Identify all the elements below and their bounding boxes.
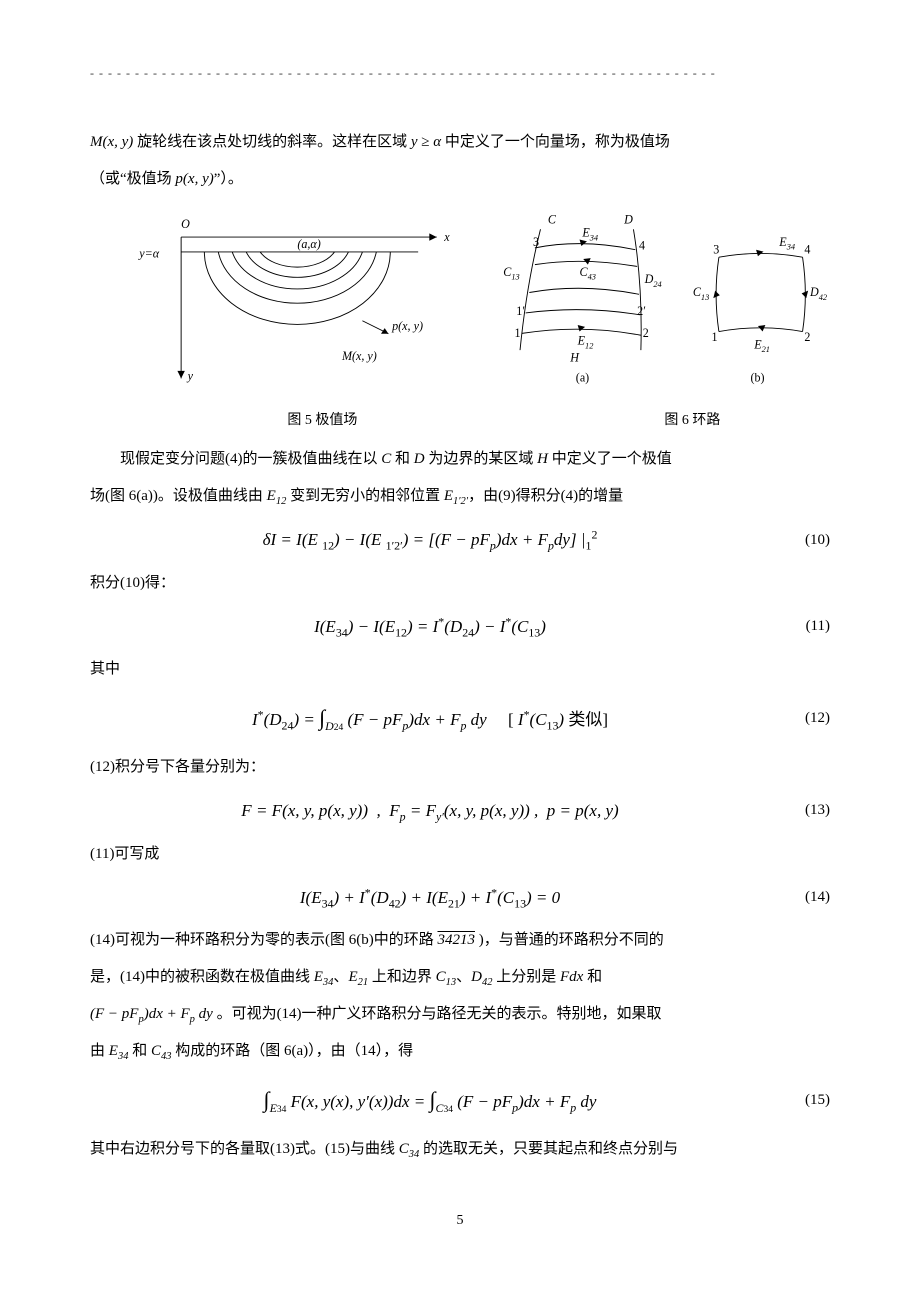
para-2: （或“极值场 p(x, y)”）。 <box>90 163 830 196</box>
svg-text:O: O <box>181 217 190 231</box>
svg-text:E34: E34 <box>778 235 795 252</box>
svg-text:E21: E21 <box>753 338 770 355</box>
header-rule: - - - - - - - - - - - - - - - - - - - - … <box>90 60 830 86</box>
figure-5: O x y=α (a,α) p(x, y) M(x, y) y <box>130 204 474 404</box>
svg-text:p(x, y): p(x, y) <box>391 319 423 333</box>
label-4: 4 <box>639 239 645 253</box>
svg-text:(a,α): (a,α) <box>297 238 320 252</box>
label-3: 3 <box>533 235 539 249</box>
svg-text:(a): (a) <box>576 371 589 385</box>
equation-10: δI = I(E 12) − I(E 1′2′) = [(F − pFp)dx … <box>90 521 830 559</box>
equation-13: F = F(x, y, p(x, y)) , Fp = Fy′(x, y, p(… <box>90 792 830 830</box>
svg-text:E12: E12 <box>577 334 594 351</box>
para-5: 积分(10)得： <box>90 567 830 600</box>
para-12: 由 E34 和 C43 构成的环路（图 6(a)），由（14），得 <box>90 1035 830 1068</box>
equation-12: I*(D24) = ∫D24 (F − pFp)dx + Fp dy [ I*(… <box>90 694 830 743</box>
para-4: 场(图 6(a))。设极值曲线由 E12 变到无穷小的相邻位置 E1′2′，由(… <box>90 480 830 513</box>
para-13: 其中右边积分号下的各量取(13)式。(15)与曲线 C34 的选取无关，只要其起… <box>90 1133 830 1166</box>
svg-text:y: y <box>186 370 194 384</box>
para-6: 其中 <box>90 653 830 686</box>
svg-text:1′: 1′ <box>516 304 525 318</box>
svg-text:D42: D42 <box>809 286 827 303</box>
svg-text:C13: C13 <box>692 286 708 303</box>
svg-text:H: H <box>569 351 580 365</box>
svg-text:4: 4 <box>804 243 810 257</box>
svg-text:C43: C43 <box>579 265 595 282</box>
equation-15: ∫E34 F(x, y(x), y′(x))dx = ∫C34 (F − pFp… <box>90 1076 830 1125</box>
para-9: (14)可视为一种环路积分为零的表示(图 6(b)中的环路 34213 )，与普… <box>90 924 830 957</box>
para-11: (F − pFp)dx + Fp dy 。可视为(14)一种广义环路积分与路径无… <box>90 998 830 1031</box>
svg-text:1: 1 <box>711 330 717 344</box>
para-8: (11)可写成 <box>90 838 830 871</box>
svg-text:C: C <box>548 213 557 227</box>
equation-11: I(E34) − I(E12) = I*(D24) − I*(C13) (11) <box>90 608 830 646</box>
equation-14: I(E34) + I*(D42) + I(E21) + I*(C13) = 0 … <box>90 879 830 917</box>
para-7: (12)积分号下各量分别为： <box>90 751 830 784</box>
svg-text:2′: 2′ <box>637 304 646 318</box>
svg-text:3: 3 <box>713 243 719 257</box>
svg-text:D: D <box>623 213 633 227</box>
figure-row: O x y=α (a,α) p(x, y) M(x, y) y C D 3 4 <box>130 204 830 404</box>
figure-6b: 3 4 1 2 E34 C13 D42 E21 (b) <box>691 204 830 394</box>
svg-text:2: 2 <box>643 327 649 341</box>
svg-text:x: x <box>443 230 450 244</box>
figure-captions: 图 5 极值场 图 6 环路 <box>90 406 830 437</box>
para-10: 是，(14)中的被积函数在极值曲线 E34、E21 上和边界 C13、D42 上… <box>90 961 830 994</box>
svg-text:E34: E34 <box>581 226 598 243</box>
svg-text:2: 2 <box>804 330 810 344</box>
svg-text:y=α: y=α <box>137 247 160 261</box>
para-1: M(x, y) 旋轮线在该点处切线的斜率。这样在区域 y ≥ α 中定义了一个向… <box>90 126 830 159</box>
page-number: 5 <box>90 1206 830 1237</box>
figure-6a: C D 3 4 E34 C43 2′ 1′ 1 2 E12 C13 D24 H … <box>494 204 671 394</box>
svg-text:D24: D24 <box>644 273 662 290</box>
para-3: 现假定变分问题(4)的一簇极值曲线在以 C 和 D 为边界的某区域 H 中定义了… <box>90 443 830 476</box>
svg-text:M(x, y): M(x, y) <box>341 349 377 363</box>
svg-text:C13: C13 <box>503 265 519 282</box>
svg-text:1: 1 <box>514 327 520 341</box>
svg-text:(b): (b) <box>750 371 764 385</box>
